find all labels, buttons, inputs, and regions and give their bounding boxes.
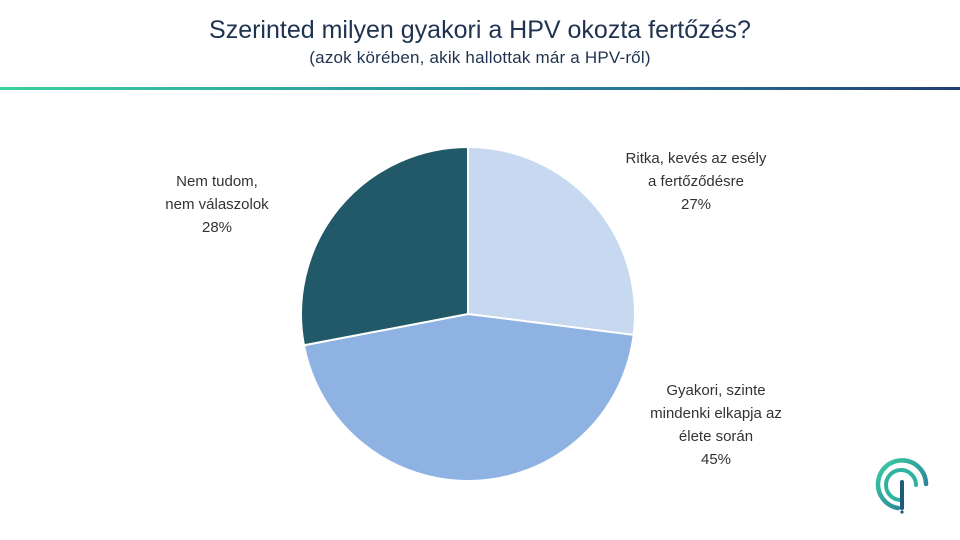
slice-label-line: Ritka, kevés az esély	[625, 150, 767, 167]
header-divider	[0, 87, 960, 90]
slice-label-line: mindenki elkapja az	[650, 405, 782, 422]
title-block: Szerinted milyen gyakori a HPV okozta fe…	[0, 14, 960, 70]
slice-label-line: élete során	[678, 428, 754, 445]
slice-label-nem-tudom: Nem tudom, nem válaszolok 28%	[127, 170, 307, 239]
slice-value-label: 28%	[201, 219, 233, 236]
slice-label-line: Gyakori, szinte	[666, 382, 766, 399]
slice-label-line: Nem tudom,	[176, 173, 258, 190]
pie-slice-0	[467, 145, 636, 337]
pie-slice-1	[302, 312, 635, 482]
slice-value-label: 27%	[680, 196, 712, 213]
page-subtitle: (azok körében, akik hallottak már a HPV-…	[309, 48, 651, 67]
slice-value-label: 45%	[700, 451, 732, 468]
slice-label-ritka: Ritka, kevés az esély a fertőződésre 27%	[606, 147, 786, 216]
slice-label-gyakori: Gyakori, szinte mindenki elkapja az élet…	[626, 379, 806, 471]
pie-slice-2	[300, 145, 469, 347]
brand-logo-icon	[875, 458, 929, 514]
page-title: Szerinted milyen gyakori a HPV okozta fe…	[209, 16, 751, 44]
slice-label-line: nem válaszolok	[165, 196, 269, 213]
slice-label-line: a fertőződésre	[648, 173, 744, 190]
